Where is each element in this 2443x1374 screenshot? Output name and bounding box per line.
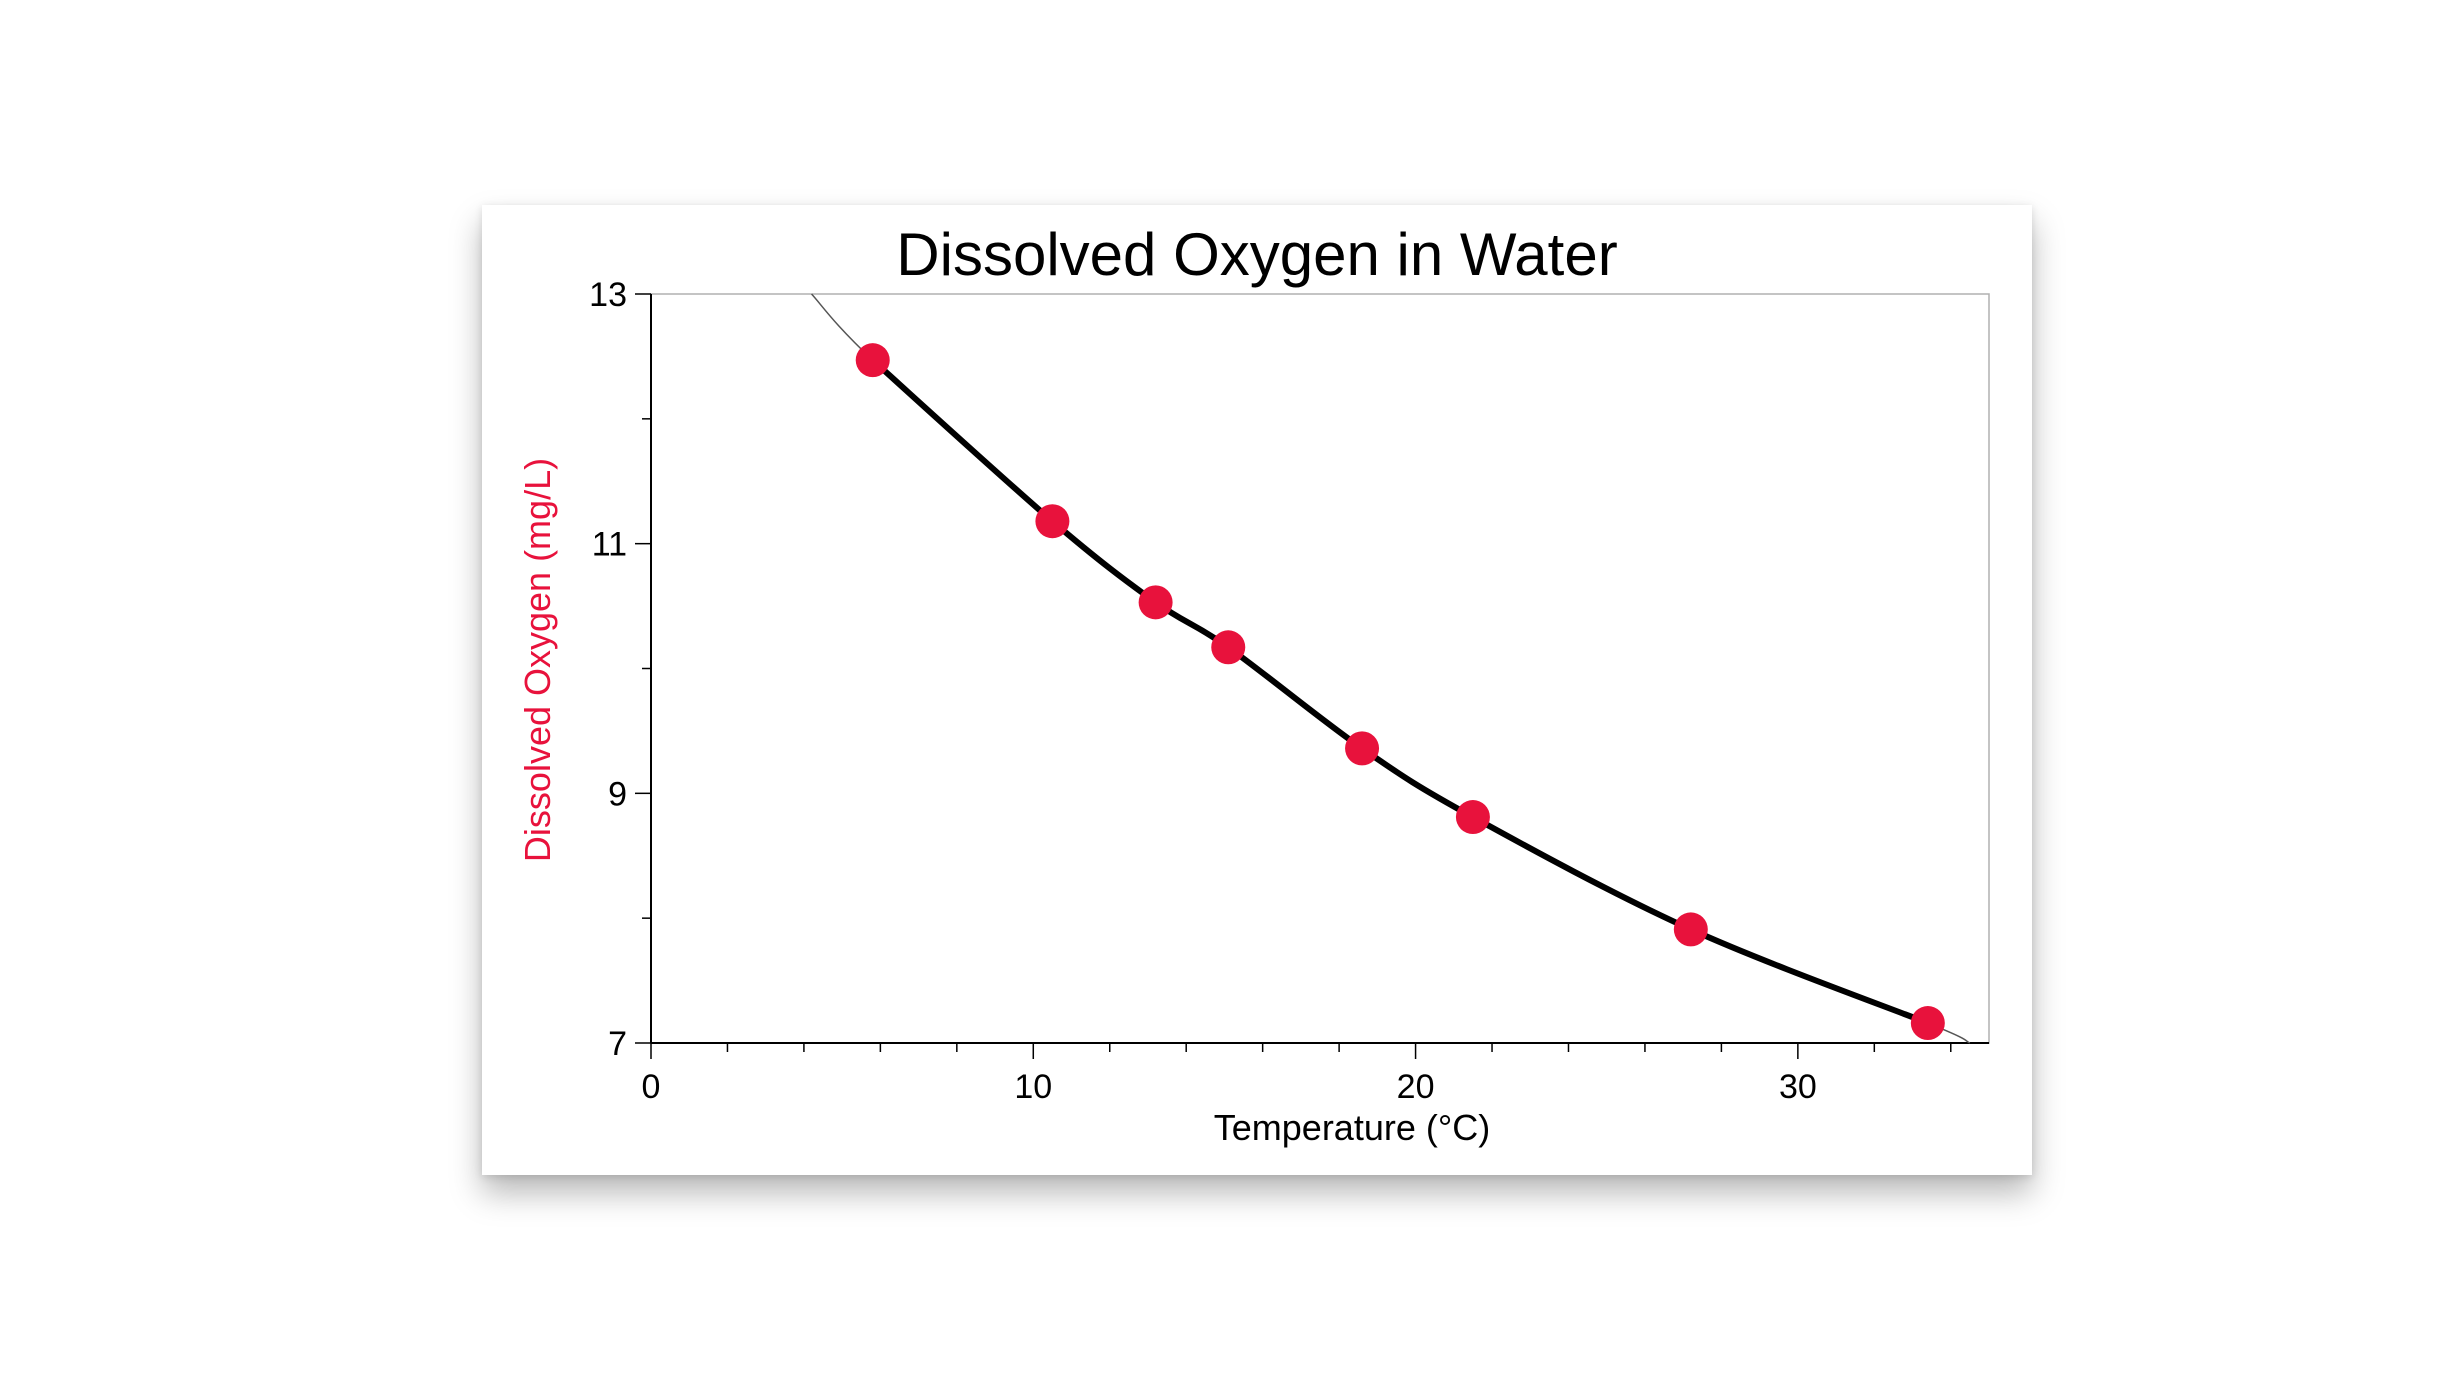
fit-extension-line: [811, 293, 1971, 1044]
data-point: [1455, 800, 1490, 835]
major-ticks: [635, 293, 1799, 1059]
data-point: [1910, 1006, 1945, 1041]
data-points: [855, 343, 1945, 1041]
y-tick-label: 9: [608, 775, 627, 813]
chart: Dissolved Oxygen in Water 0 10 20 30 7 9 11 13…: [517, 221, 1990, 1148]
data-point: [1211, 630, 1246, 665]
plot-frame: [650, 293, 1990, 1044]
data-point: [1673, 912, 1708, 947]
chart-title: Dissolved Oxygen in Water: [896, 221, 1617, 288]
x-tick-labels: 0 10 20 30: [642, 1068, 1817, 1106]
data-point: [1345, 731, 1380, 766]
y-axis-label: Dissolved Oxygen (mg/L): [517, 458, 558, 862]
data-point: [1035, 504, 1070, 539]
y-tick-label: 11: [592, 526, 627, 564]
y-tick-label: 7: [608, 1025, 627, 1063]
x-tick-label: 30: [1779, 1068, 1817, 1106]
x-axis-label: Temperature (°C): [1214, 1107, 1490, 1148]
data-point: [1138, 585, 1173, 620]
x-tick-label: 10: [1014, 1068, 1052, 1106]
x-tick-label: 0: [642, 1068, 661, 1106]
x-tick-label: 20: [1397, 1068, 1435, 1106]
chart-card: Dissolved Oxygen in Water 0 10 20 30 7 9 11 13…: [482, 205, 2032, 1175]
minor-ticks: [642, 418, 1952, 1052]
y-tick-labels: 7 9 11 13: [589, 276, 627, 1063]
fit-curve: [869, 357, 1931, 1027]
data-point: [855, 343, 890, 378]
y-tick-label: 13: [589, 276, 627, 314]
